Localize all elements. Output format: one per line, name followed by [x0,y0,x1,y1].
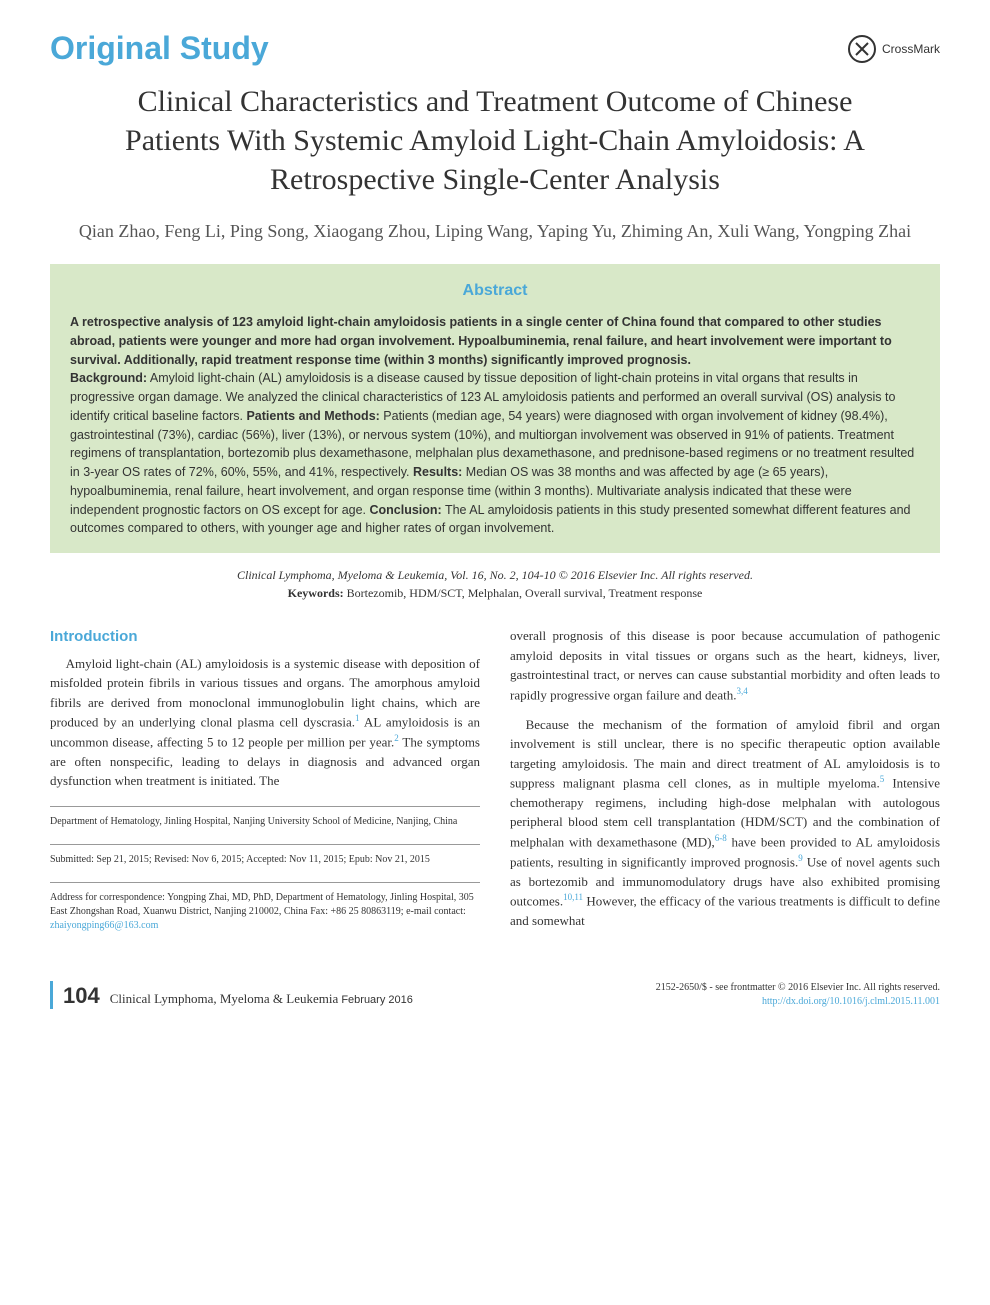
dates-footnote: Submitted: Sep 21, 2015; Revised: Nov 6,… [50,853,480,867]
page-footer: 104 Clinical Lymphoma, Myeloma & Leukemi… [50,981,940,1009]
keywords-label: Keywords: [288,586,344,600]
ref-6-8[interactable]: 6-8 [715,833,727,843]
crossmark-label: CrossMark [882,42,940,56]
abstract-methods-label: Patients and Methods: [246,409,379,423]
intro-paragraph-cont: overall prognosis of this disease is poo… [510,626,940,704]
article-title: Clinical Characteristics and Treatment O… [50,82,940,199]
footnote-divider [50,882,480,883]
page-number: 104 [63,983,100,1009]
abstract-box: Abstract A retrospective analysis of 123… [50,264,940,553]
article-category: Original Study [50,30,269,67]
intro-paragraph-1: Amyloid light-chain (AL) amyloidosis is … [50,654,480,791]
author-list: Qian Zhao, Feng Li, Ping Song, Xiaogang … [50,219,940,244]
crossmark-icon [848,35,876,63]
crossmark-badge[interactable]: CrossMark [848,35,940,63]
citation-line: Clinical Lymphoma, Myeloma & Leukemia, V… [50,568,940,583]
keywords-line: Keywords: Bortezomib, HDM/SCT, Melphalan… [50,586,940,601]
keywords-text: Bortezomib, HDM/SCT, Melphalan, Overall … [344,586,703,600]
abstract-results-label: Results: [413,465,462,479]
affiliation-footnote: Department of Hematology, Jinling Hospit… [50,815,480,829]
footnote-divider [50,844,480,845]
issn-line: 2152-2650/$ - see frontmatter © 2016 Els… [656,981,940,995]
ref-3-4[interactable]: 3,4 [736,686,747,696]
intro-paragraph-2: Because the mechanism of the formation o… [510,715,940,931]
abstract-lead: A retrospective analysis of 123 amyloid … [70,315,892,367]
left-column: Introduction Amyloid light-chain (AL) am… [50,626,480,941]
right-column: overall prognosis of this disease is poo… [510,626,940,941]
abstract-conclusion-label: Conclusion: [370,503,442,517]
introduction-heading: Introduction [50,626,480,649]
abstract-background-label: Background: [70,371,147,385]
abstract-heading: Abstract [70,279,920,303]
journal-footer: Clinical Lymphoma, Myeloma & Leukemia Fe… [110,991,413,1007]
correspondence-footnote: Address for correspondence: Yongping Zha… [50,891,480,933]
doi-link[interactable]: http://dx.doi.org/10.1016/j.clml.2015.11… [762,996,940,1007]
footnote-divider [50,806,480,807]
correspondence-email[interactable]: zhaiyongping66@163.com [50,920,158,931]
ref-10-11[interactable]: 10,11 [563,892,583,902]
